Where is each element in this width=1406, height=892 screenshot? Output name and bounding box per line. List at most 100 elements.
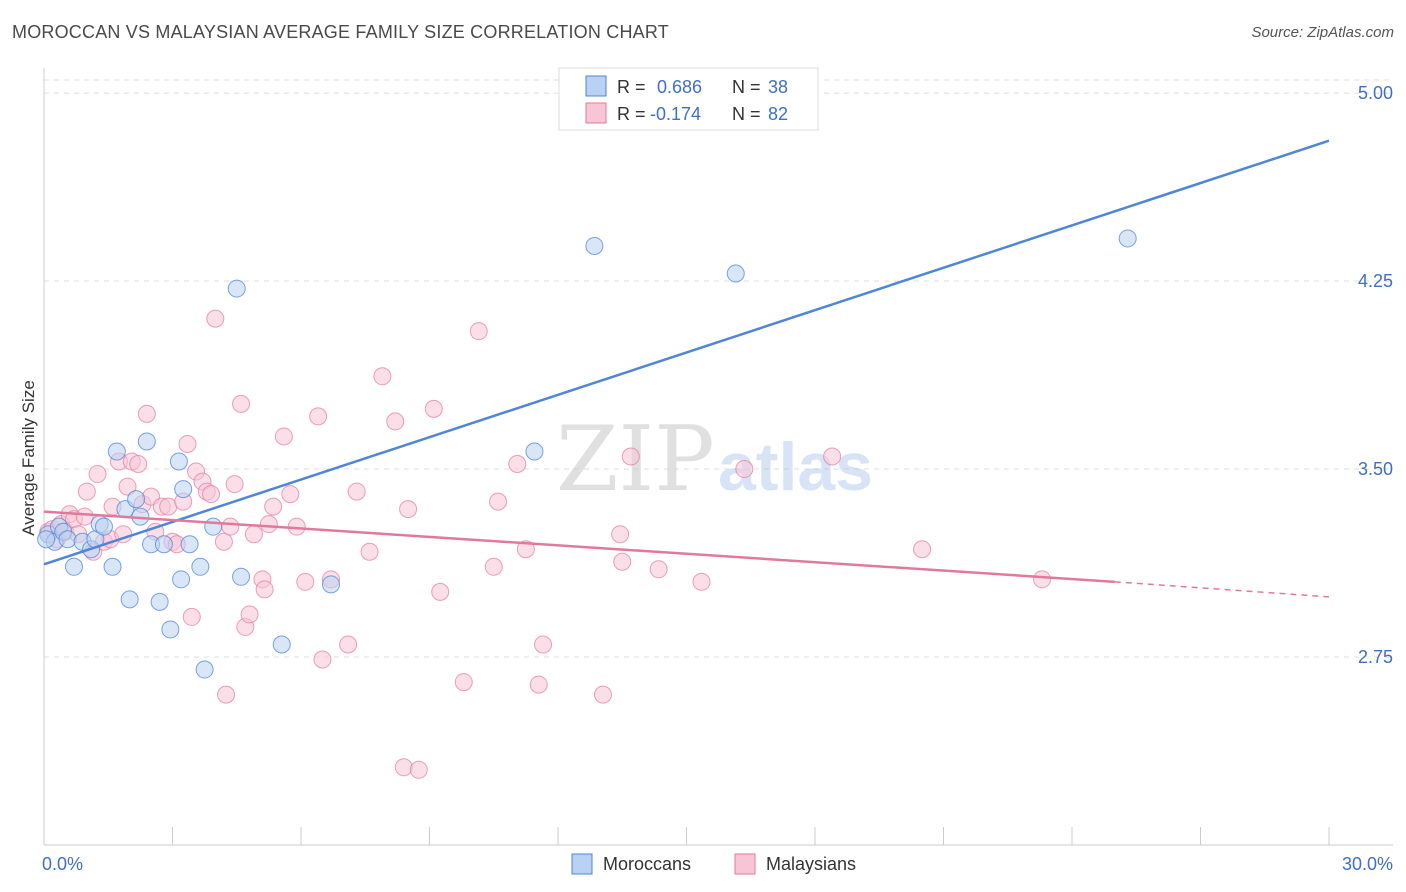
moroccan-point <box>161 620 180 639</box>
y-tick-label: 4.25 <box>1358 271 1393 291</box>
malaysian-point <box>77 482 96 501</box>
malaysian-point <box>508 455 527 474</box>
legend-n-label: N = <box>732 104 761 124</box>
moroccan-point <box>232 567 251 586</box>
malaysian-point <box>159 497 178 516</box>
malaysian-point <box>118 477 137 496</box>
moroccan-point <box>204 517 223 536</box>
legend-bottom-malaysians: Malaysians <box>766 854 856 874</box>
moroccan-point <box>174 480 193 499</box>
malaysian-point <box>244 525 263 544</box>
legend-r-value-moroccan: 0.686 <box>657 77 702 97</box>
legend-bottom-moroccan-swatch <box>571 853 593 875</box>
legend-r-label: R = <box>617 77 646 97</box>
malaysian-point <box>611 525 630 544</box>
malaysian-point <box>296 572 315 591</box>
malaysian-point <box>649 560 668 579</box>
moroccan-point <box>172 570 191 589</box>
malaysian-point <box>373 367 392 386</box>
moroccan-point <box>154 535 173 554</box>
malaysian-point <box>913 540 932 559</box>
legend-n-value-malaysian: 82 <box>768 104 788 124</box>
malaysian-point <box>386 412 405 431</box>
legend-moroccan-swatch <box>585 75 607 97</box>
y-tick-label: 5.00 <box>1358 83 1393 103</box>
malaysian-point <box>274 427 293 446</box>
malaysian-point <box>399 500 418 519</box>
chart-title: MOROCCAN VS MALAYSIAN AVERAGE FAMILY SIZ… <box>12 22 669 42</box>
moroccan-point <box>107 442 126 461</box>
malaysian-point <box>88 465 107 484</box>
moroccan-point <box>137 432 156 451</box>
malaysian-point <box>221 517 240 536</box>
malaysian-point <box>431 582 450 601</box>
malaysian-point <box>735 460 754 479</box>
moroccan-point <box>227 279 246 298</box>
x-tick-label-min: 0.0% <box>42 854 83 874</box>
moroccan-point <box>127 490 146 509</box>
malaysian-point <box>469 322 488 341</box>
malaysian-trendline-extension <box>1114 581 1330 598</box>
legend-bottom-moroccans: Moroccans <box>603 854 691 874</box>
malaysian-point <box>225 475 244 494</box>
malaysian-point <box>232 394 251 413</box>
malaysian-point <box>178 434 197 453</box>
malaysian-point <box>214 532 233 551</box>
legend-malaysian-swatch <box>585 102 607 124</box>
moroccan-point <box>150 592 169 611</box>
moroccan-point <box>1118 229 1137 248</box>
malaysian-point <box>75 507 94 526</box>
malaysian-point <box>259 515 278 534</box>
malaysian-point <box>484 557 503 576</box>
malaysian-point <box>454 673 473 692</box>
malaysian-point <box>409 760 428 779</box>
legend-r-label: R = <box>617 104 646 124</box>
legend-n-label: N = <box>732 77 761 97</box>
malaysian-point <box>621 447 640 466</box>
malaysian-point <box>424 399 443 418</box>
x-tick-label-max: 30.0% <box>1342 854 1393 874</box>
moroccan-point <box>191 557 210 576</box>
malaysian-trendline <box>43 510 1115 584</box>
malaysian-point <box>217 685 236 704</box>
trend-layer <box>43 139 1330 598</box>
malaysian-point <box>489 492 508 511</box>
malaysian-point <box>692 572 711 591</box>
malaysian-point <box>206 309 225 328</box>
malaysian-point <box>1033 570 1052 589</box>
malaysian-point <box>394 758 413 777</box>
moroccan-point <box>525 442 544 461</box>
moroccan-points <box>37 229 1137 679</box>
malaysian-point <box>529 675 548 694</box>
malaysian-point <box>264 497 283 516</box>
malaysian-point <box>202 485 221 504</box>
malaysian-point <box>240 605 259 624</box>
malaysian-point <box>255 580 274 599</box>
malaysian-point <box>182 607 201 626</box>
malaysian-point <box>593 685 612 704</box>
moroccan-point <box>64 557 83 576</box>
malaysian-point <box>534 635 553 654</box>
moroccan-point <box>585 236 604 255</box>
moroccan-point <box>37 530 56 549</box>
malaysian-point <box>516 540 535 559</box>
malaysian-point <box>339 635 358 654</box>
legend-r-value-malaysian: -0.174 <box>650 104 701 124</box>
malaysian-point <box>129 455 148 474</box>
moroccan-point <box>58 530 77 549</box>
malaysian-point <box>347 482 366 501</box>
y-axis-label: Average Family Size <box>19 380 38 536</box>
malaysian-point <box>823 447 842 466</box>
moroccan-point <box>94 517 113 536</box>
moroccan-point <box>169 452 188 471</box>
moroccan-point <box>272 635 291 654</box>
moroccan-point <box>195 660 214 679</box>
source-label: Source: ZipAtlas.com <box>1251 24 1394 41</box>
axes-layer <box>43 68 1393 846</box>
legend-bottom: Moroccans Malaysians <box>571 853 856 875</box>
y-tick-label: 3.50 <box>1358 459 1393 479</box>
malaysian-point <box>309 407 328 426</box>
legend-n-value-moroccan: 38 <box>768 77 788 97</box>
moroccan-point <box>180 535 199 554</box>
